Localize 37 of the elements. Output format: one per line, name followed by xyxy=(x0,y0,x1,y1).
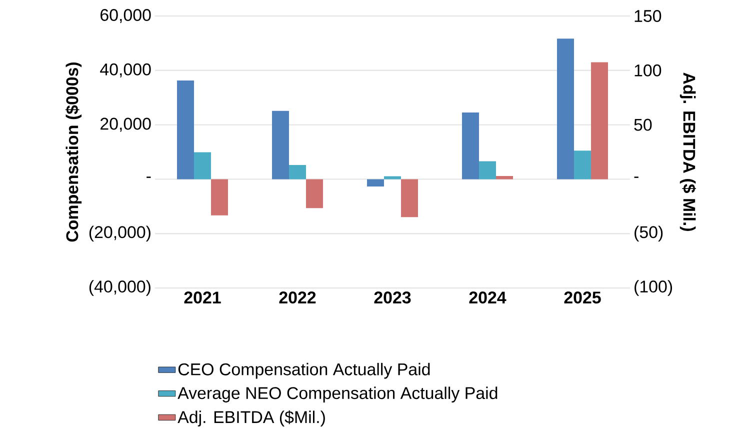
bar xyxy=(306,179,324,208)
bar xyxy=(367,179,384,187)
legend-label: Average NEO Compensation Actually Paid xyxy=(178,386,498,402)
bar xyxy=(557,38,574,180)
y2-tick-label: (50) xyxy=(634,226,663,242)
bar xyxy=(401,179,418,218)
y2-tick-label: - xyxy=(634,176,638,178)
y2-tick-label: (100) xyxy=(634,280,672,296)
x-tick-label: 2025 xyxy=(564,292,601,304)
bar xyxy=(462,112,479,180)
bar xyxy=(574,150,592,180)
y2-tick-label: 150 xyxy=(634,10,662,22)
bar xyxy=(177,80,194,180)
bar xyxy=(194,152,211,180)
x-tick-label: 2023 xyxy=(374,292,411,304)
legend-label: CEO Compensation Actually Paid xyxy=(178,362,430,379)
y2-axis-title: Adj. EBITDA ($ Mil.) xyxy=(680,72,696,231)
y-tick-label: (20,000) xyxy=(89,226,150,242)
x-tick-label: 2022 xyxy=(279,292,316,304)
y-axis-title: Compensation ($000s) xyxy=(65,62,82,242)
legend-label: Adj. EBITDA ($Mil.) xyxy=(178,410,325,426)
y-tick-label: 60,000 xyxy=(100,8,151,23)
bar xyxy=(211,179,228,216)
bar xyxy=(591,62,608,180)
y-tick-label: 20,000 xyxy=(100,118,151,132)
y-tick-label: (40,000) xyxy=(89,280,150,296)
x-tick-label: 2024 xyxy=(469,292,506,304)
y-tick-label: - xyxy=(146,176,151,178)
bar xyxy=(479,161,496,180)
y2-tick-label: 50 xyxy=(634,118,652,131)
y-tick-label: 40,000 xyxy=(100,63,151,78)
y2-tick-label: 100 xyxy=(634,64,662,76)
x-tick-label: 2021 xyxy=(184,292,221,304)
bar xyxy=(384,176,401,180)
bar xyxy=(272,110,289,180)
bar xyxy=(496,176,514,180)
bar xyxy=(289,165,306,180)
